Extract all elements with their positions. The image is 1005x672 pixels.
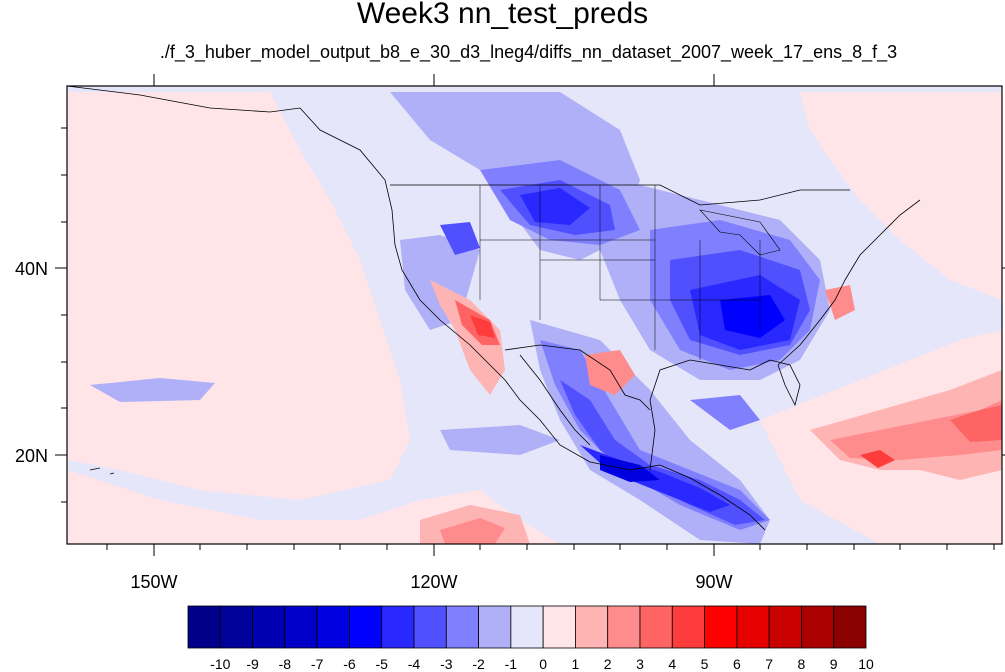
colorbar-label: 4 xyxy=(668,656,676,672)
colorbar-label: -4 xyxy=(408,656,421,672)
lon-label-150w: 150W xyxy=(130,572,177,592)
region-pacific-neg-2 xyxy=(440,425,560,455)
lat-label-40n: 40N xyxy=(15,259,48,279)
colorbar-swatch xyxy=(768,605,802,649)
coastline-atlantic xyxy=(777,199,921,366)
region-sw-pos-5 xyxy=(470,315,495,338)
coastline-gulf xyxy=(649,359,801,471)
border-mexico xyxy=(504,344,651,411)
colorbar-swatch xyxy=(284,605,318,649)
region-gulf-neg-2 xyxy=(690,395,760,430)
colorbar-label: -9 xyxy=(246,656,259,672)
figure-title: Week3 nn_test_preds xyxy=(356,0,649,30)
state-borders xyxy=(479,185,761,360)
colorbar-swatch xyxy=(542,605,576,649)
colorbar-label: 2 xyxy=(604,656,612,672)
colorbar-swatch xyxy=(316,605,350,649)
region-sw-pos-2 xyxy=(430,280,505,395)
colorbar-swatch xyxy=(671,605,705,649)
colorbar-swatch xyxy=(219,605,253,649)
colorbar-label: 1 xyxy=(572,656,580,672)
colorbar-swatch xyxy=(639,605,673,649)
colorbar-swatch xyxy=(833,605,867,649)
region-mexico-neg-3 xyxy=(560,380,765,525)
coastline-baja xyxy=(519,354,591,446)
great-lakes xyxy=(699,209,781,256)
colorbar-label: 9 xyxy=(830,656,838,672)
colorbar-label: 7 xyxy=(765,656,773,672)
colorbar-swatch xyxy=(187,605,221,649)
region-west-neg-4 xyxy=(520,188,590,225)
region-coast-pos xyxy=(825,285,855,320)
region-atlantic-pos-5 xyxy=(860,450,895,468)
colorbar-label: 5 xyxy=(701,656,709,672)
colorbar-label: -5 xyxy=(375,656,388,672)
colorbar-swatch xyxy=(736,605,770,649)
colorbar-swatch xyxy=(349,605,383,649)
colorbar-label: -7 xyxy=(311,656,324,672)
coastline-pacific xyxy=(66,85,766,531)
region-pacific-neg-1 xyxy=(90,378,215,402)
colorbar-swatch xyxy=(801,605,835,649)
lon-label-90w: 90W xyxy=(695,572,732,592)
region-atlantic-north-positive xyxy=(800,92,1002,300)
colorbar-label: 8 xyxy=(798,656,806,672)
colorbar: -10 -9 -8 -7 -6 -5 -4 -3 -2 -1 0 1 2 3 4 5 6 7 8 9 10 xyxy=(187,605,874,672)
colorbar-swatch xyxy=(704,605,738,649)
border-canada xyxy=(390,184,850,206)
colorbar-swatch xyxy=(381,605,415,649)
colorbar-swatch xyxy=(413,605,447,649)
lat-label-20n: 20N xyxy=(15,446,48,466)
colorbar-label: -6 xyxy=(343,656,356,672)
colorbar-label: 3 xyxy=(636,656,644,672)
region-mexico-neg-5 xyxy=(600,455,660,482)
colorbar-swatch xyxy=(478,605,512,649)
region-atlantic-pos-4 xyxy=(950,405,1002,442)
lon-ticks xyxy=(106,74,995,556)
region-east-neg-5 xyxy=(720,295,785,338)
colorbar-label: 6 xyxy=(733,656,741,672)
colorbar-label: -2 xyxy=(472,656,485,672)
colorbar-label: -8 xyxy=(279,656,292,672)
colorbar-swatch xyxy=(252,605,286,649)
colorbar-swatch xyxy=(510,605,544,649)
colorbar-label: 10 xyxy=(858,656,874,672)
figure-subtitle: ./f_3_huber_model_output_b8_e_30_d3_lneg… xyxy=(159,42,898,62)
colorbar-swatch xyxy=(575,605,609,649)
lat-ticks xyxy=(55,127,1005,503)
region-nw-neg-3 xyxy=(440,222,480,255)
colorbar-swatch xyxy=(607,605,641,649)
region-tropical-pos-3 xyxy=(440,518,505,544)
colorbar-label: -10 xyxy=(210,656,230,672)
colorbar-label: -1 xyxy=(505,656,518,672)
coastlines xyxy=(66,85,921,531)
lon-label-120w: 120W xyxy=(410,572,457,592)
region-atlantic-pos-3 xyxy=(830,400,1002,460)
hawaii xyxy=(89,467,115,475)
anomaly-field xyxy=(67,92,1002,544)
colorbar-label: -3 xyxy=(440,656,453,672)
colorbar-swatch xyxy=(445,605,479,649)
colorbar-label: 0 xyxy=(539,656,547,672)
